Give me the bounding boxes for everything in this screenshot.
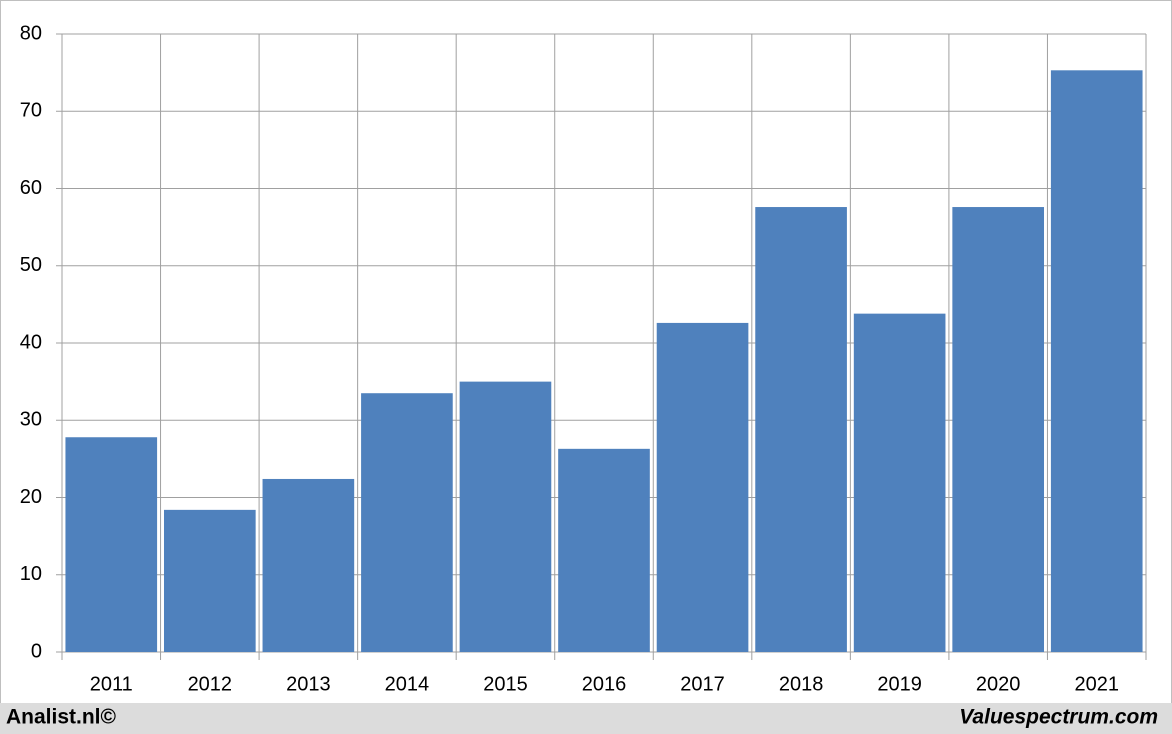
- footer-band: [0, 703, 1172, 734]
- bar: [755, 207, 847, 653]
- y-tick-label: 80: [20, 22, 42, 44]
- x-tick-label: 2013: [286, 673, 331, 695]
- x-tick-label: 2019: [877, 673, 922, 695]
- y-tick-label: 70: [20, 100, 42, 122]
- bar: [952, 207, 1045, 653]
- x-tick-label: 2014: [385, 673, 430, 695]
- y-tick-label: 0: [31, 640, 42, 662]
- y-tick-label: 30: [20, 409, 42, 431]
- bar: [361, 393, 453, 652]
- x-tick-label: 2021: [1074, 673, 1119, 695]
- y-tick-label: 10: [20, 563, 42, 585]
- x-tick-label: 2016: [582, 673, 627, 695]
- y-tick-label: 40: [20, 331, 42, 353]
- bar: [262, 478, 355, 652]
- x-tick-label: 2011: [90, 673, 133, 695]
- bar: [163, 509, 256, 652]
- bar: [558, 448, 650, 652]
- y-tick-label: 20: [20, 486, 42, 508]
- footer-left: Analist.nl©: [6, 706, 117, 729]
- x-tick-label: 2018: [779, 673, 824, 695]
- bar: [1050, 70, 1143, 653]
- x-tick-label: 2017: [680, 673, 725, 695]
- bar: [459, 381, 552, 652]
- bar: [656, 322, 749, 652]
- x-tick-label: 2015: [483, 673, 528, 695]
- x-tick-label: 2012: [188, 673, 233, 695]
- y-tick-label: 50: [20, 254, 42, 276]
- x-tick-label: 2020: [976, 673, 1021, 695]
- footer-right: Valuespectrum.com: [959, 706, 1158, 729]
- bar: [65, 437, 158, 652]
- y-tick-label: 60: [20, 177, 42, 199]
- bar: [853, 313, 946, 652]
